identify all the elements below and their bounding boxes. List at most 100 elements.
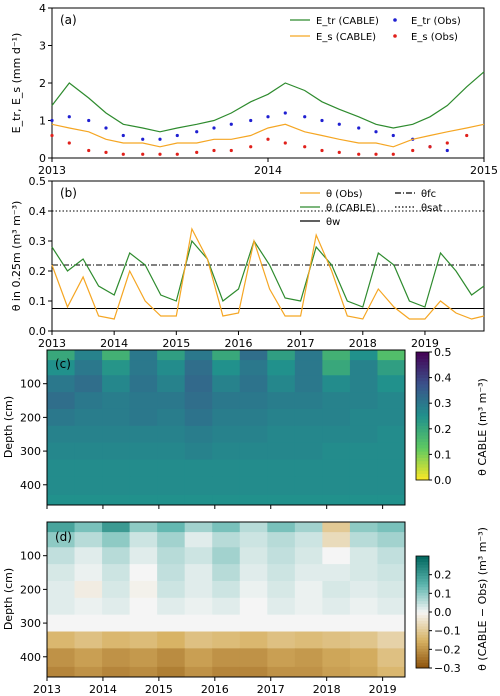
panel-d-cell bbox=[184, 532, 213, 548]
panel-c-cell bbox=[322, 360, 351, 376]
panel-d-cell bbox=[157, 631, 186, 649]
panel-c-cell bbox=[157, 360, 186, 376]
panel-c-cell bbox=[74, 350, 103, 361]
panel-c-cell bbox=[184, 442, 213, 461]
panel-d-cell bbox=[157, 532, 186, 548]
panel-d-cell bbox=[212, 648, 241, 668]
panel-d-colorbar-segment bbox=[416, 645, 429, 649]
panel-d-xtick-label: 2014 bbox=[89, 683, 117, 696]
panel-d-cell bbox=[349, 648, 378, 668]
panel-c-cell bbox=[212, 459, 241, 477]
panel-d-colorbar-segment bbox=[416, 598, 429, 602]
panel-a-point bbox=[320, 148, 324, 153]
panel-c-colorbar-segment bbox=[416, 390, 429, 394]
panel-a-point bbox=[283, 141, 287, 145]
panel-d-cell bbox=[74, 666, 103, 678]
panel-c-cell bbox=[377, 494, 406, 506]
panel-c-cell bbox=[157, 350, 186, 361]
panel-d-cell bbox=[47, 580, 76, 599]
panel-a-point bbox=[121, 152, 125, 156]
panel-b-xtick-label: 2019 bbox=[411, 337, 439, 350]
panel-c-cell bbox=[102, 425, 131, 444]
panel-b-series-line bbox=[51, 227, 485, 320]
panel-a-point bbox=[249, 145, 253, 149]
panel-c-cell bbox=[184, 494, 213, 506]
panel-c-cell bbox=[377, 425, 406, 444]
panel-c-cell bbox=[212, 360, 241, 376]
panel-c-ylabel: Depth (cm) bbox=[2, 396, 15, 458]
panel-a-ytick-label: 0 bbox=[39, 152, 46, 165]
panel-a-point bbox=[87, 148, 91, 153]
panel-d-cell bbox=[322, 631, 351, 649]
panel-c-colorbar-tick-label: 0.4 bbox=[434, 372, 452, 385]
panel-d-cell bbox=[322, 564, 351, 582]
panel-c-cell bbox=[157, 425, 186, 444]
panel-a-point bbox=[266, 115, 270, 119]
panel-d-cell bbox=[47, 597, 76, 616]
panel-d-colorbar-segment bbox=[416, 570, 429, 574]
panel-c-cell bbox=[239, 459, 268, 477]
panel-c-cell bbox=[212, 442, 241, 461]
panel-d-cell bbox=[322, 532, 351, 548]
panel-c-cell bbox=[294, 425, 323, 444]
panel-d-cell bbox=[349, 666, 378, 678]
panel-c-cell bbox=[212, 350, 241, 361]
panel-a-point bbox=[303, 115, 307, 119]
panel-c-cell bbox=[129, 425, 158, 444]
panel-d-colorbar-segment bbox=[416, 595, 429, 599]
panel-d-cell bbox=[377, 547, 406, 565]
panel-d-cell bbox=[157, 648, 186, 668]
panel-c-cell bbox=[239, 408, 268, 427]
panel-c-colorbar-segment bbox=[416, 457, 429, 462]
panel-c-cell bbox=[349, 360, 378, 376]
panel-c-cell bbox=[157, 375, 186, 393]
panel-d-cell bbox=[184, 614, 213, 633]
panel-c-cell bbox=[239, 350, 268, 361]
panel-c-cell bbox=[322, 494, 351, 506]
panel-c-colorbar-segment bbox=[416, 464, 429, 468]
panel-c-cell bbox=[377, 360, 406, 376]
panel-c-xticks bbox=[46, 505, 384, 509]
panel-c-colorbar-tick-label: 0.5 bbox=[434, 346, 452, 359]
panel-b-ytick-label: 0.3 bbox=[29, 235, 47, 248]
panel-d-cell bbox=[102, 666, 131, 678]
panel-d-colorbar-segment bbox=[416, 592, 429, 596]
panel-d-cell bbox=[157, 522, 186, 533]
panel-c-cell bbox=[74, 408, 103, 427]
panel-c-cell bbox=[322, 350, 351, 361]
panel-d-cell bbox=[74, 631, 103, 649]
panel-a-point bbox=[411, 148, 415, 153]
panel-a-point bbox=[374, 130, 378, 134]
panel-c-cell bbox=[74, 360, 103, 376]
panel-c-cell bbox=[377, 476, 406, 496]
panel-d-colorbar-segment bbox=[416, 623, 429, 627]
panel-b-yticks: 0.0 0.1 0.2 0.3 0.4 0.5 bbox=[29, 175, 52, 338]
panel-c-cell bbox=[267, 476, 296, 496]
panel-a-point bbox=[158, 137, 162, 141]
panel-d-cell bbox=[129, 648, 158, 668]
panel-c-cell bbox=[239, 494, 268, 506]
panel-c-colorbar-segment bbox=[416, 384, 429, 388]
panel-a-xtick-label: 2013 bbox=[38, 164, 66, 177]
panel-d-colorbar-segment bbox=[416, 586, 429, 590]
panel-c-cell bbox=[349, 459, 378, 477]
panel-a-point bbox=[141, 137, 145, 141]
panel-b-series-line bbox=[51, 239, 485, 308]
panel-c-cell bbox=[184, 425, 213, 444]
panel-d-colorbar-segment bbox=[416, 656, 429, 660]
panel-a-point bbox=[391, 152, 395, 156]
panel-c-colorbar-segment bbox=[416, 393, 429, 398]
panel-c-colorbar-segment bbox=[416, 448, 429, 452]
panel-d-cell bbox=[294, 580, 323, 599]
panel-d-cell bbox=[102, 522, 131, 533]
panel-c-colorbar-segment bbox=[416, 387, 429, 391]
panel-b-series bbox=[51, 227, 485, 320]
panel-c-cell bbox=[47, 360, 76, 376]
panel-c-cell bbox=[74, 392, 103, 410]
panel-c-cell bbox=[184, 459, 213, 477]
panel-c-cell bbox=[102, 459, 131, 477]
panel-d-ytick-label: 300 bbox=[20, 617, 41, 630]
panel-d-cell bbox=[267, 580, 296, 599]
panel-b-legend: θ (Obs) θfc θ (CABLE) θsat θw bbox=[300, 189, 442, 228]
panel-d-cell bbox=[294, 666, 323, 678]
